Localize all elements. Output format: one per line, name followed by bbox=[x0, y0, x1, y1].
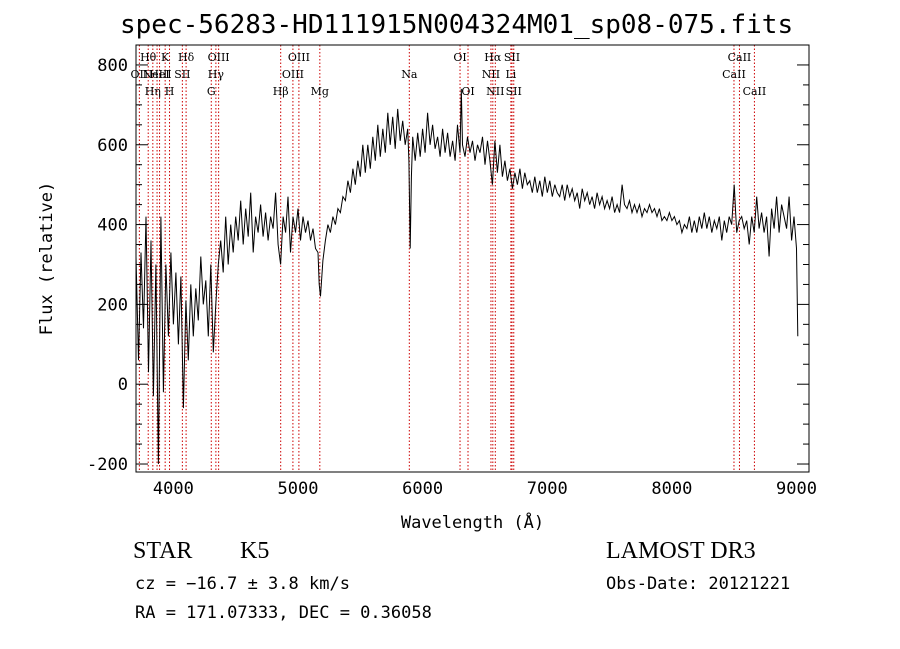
y-tick-label: -200 bbox=[87, 455, 128, 475]
line-label: Hβ bbox=[273, 85, 289, 98]
line-label: OIII bbox=[208, 51, 230, 64]
plot-frame bbox=[135, 44, 810, 473]
x-tick-label: 7000 bbox=[527, 479, 568, 499]
line-label: K bbox=[161, 51, 170, 64]
line-label: OIII bbox=[288, 51, 310, 64]
x-axis-label: Wavelength (Å) bbox=[401, 511, 544, 533]
x-tick-label: 6000 bbox=[402, 479, 443, 499]
y-tick-label: 0 bbox=[118, 375, 128, 395]
line-label: Hθ bbox=[140, 51, 157, 64]
line-label: OI bbox=[461, 85, 474, 98]
y-tick-label: 800 bbox=[97, 56, 128, 76]
line-label: Hδ bbox=[178, 51, 195, 64]
emission-line-markers bbox=[138, 45, 755, 472]
obs-date: Obs-Date: 20121221 bbox=[606, 574, 791, 594]
line-label: NeIII bbox=[142, 68, 171, 81]
redshift-readout: cz = −16.7 ± 3.8 km/s bbox=[135, 574, 350, 594]
x-tick-label: 8000 bbox=[651, 479, 692, 499]
line-label: OI bbox=[453, 51, 466, 64]
line-label: Hη bbox=[145, 85, 161, 98]
line-label: NII bbox=[482, 68, 500, 81]
spectrum-line bbox=[135, 88, 799, 465]
ra-dec-readout: RA = 171.07333, DEC = 0.36058 bbox=[135, 603, 432, 623]
line-label: NII bbox=[486, 85, 504, 98]
line-label: CaII bbox=[728, 51, 752, 64]
x-tick-label: 4000 bbox=[153, 479, 194, 499]
y-axis: -200 0 200 400 600 800 bbox=[87, 56, 809, 475]
line-label: CaII bbox=[722, 68, 746, 81]
line-label: CaII bbox=[743, 85, 767, 98]
line-label: SII bbox=[174, 68, 190, 81]
object-class: STAR bbox=[133, 538, 193, 564]
line-label: OIII bbox=[282, 68, 304, 81]
line-label: OII bbox=[131, 68, 149, 81]
chart-title: spec-56283-HD111915N004324M01_sp08-075.f… bbox=[120, 10, 794, 40]
x-tick-label: 9000 bbox=[776, 479, 817, 499]
line-label: Li bbox=[505, 68, 516, 81]
line-label: Hγ bbox=[208, 68, 225, 81]
line-label: Mg bbox=[311, 85, 329, 98]
line-label: Hα bbox=[484, 51, 502, 64]
line-label: SII bbox=[506, 85, 522, 98]
y-tick-label: 400 bbox=[97, 216, 128, 236]
x-tick-label: 5000 bbox=[278, 479, 319, 499]
x-axis: 4000 5000 6000 7000 8000 9000 bbox=[153, 479, 817, 499]
line-label: SII bbox=[504, 51, 520, 64]
line-label: H bbox=[165, 85, 175, 98]
y-tick-label: 200 bbox=[97, 295, 128, 315]
line-label: HeI bbox=[149, 68, 169, 81]
y-tick-label: 600 bbox=[97, 136, 128, 156]
survey-name: LAMOST DR3 bbox=[606, 538, 756, 564]
y-axis-label: Flux (relative) bbox=[37, 182, 57, 336]
line-label: G bbox=[207, 85, 216, 98]
line-label: Na bbox=[401, 68, 418, 81]
object-subclass: K5 bbox=[240, 538, 270, 564]
